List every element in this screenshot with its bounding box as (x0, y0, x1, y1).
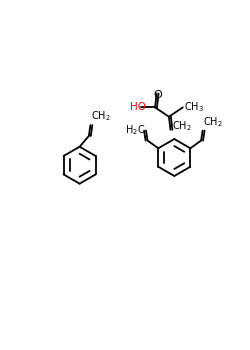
Text: O: O (153, 90, 162, 100)
Text: CH$_2$: CH$_2$ (204, 115, 223, 129)
Text: CH$_3$: CH$_3$ (184, 100, 204, 114)
Text: H$_2$C: H$_2$C (125, 123, 146, 137)
Text: CH$_2$: CH$_2$ (91, 109, 111, 123)
Text: CH$_2$: CH$_2$ (172, 119, 192, 133)
Text: HO: HO (130, 102, 146, 112)
